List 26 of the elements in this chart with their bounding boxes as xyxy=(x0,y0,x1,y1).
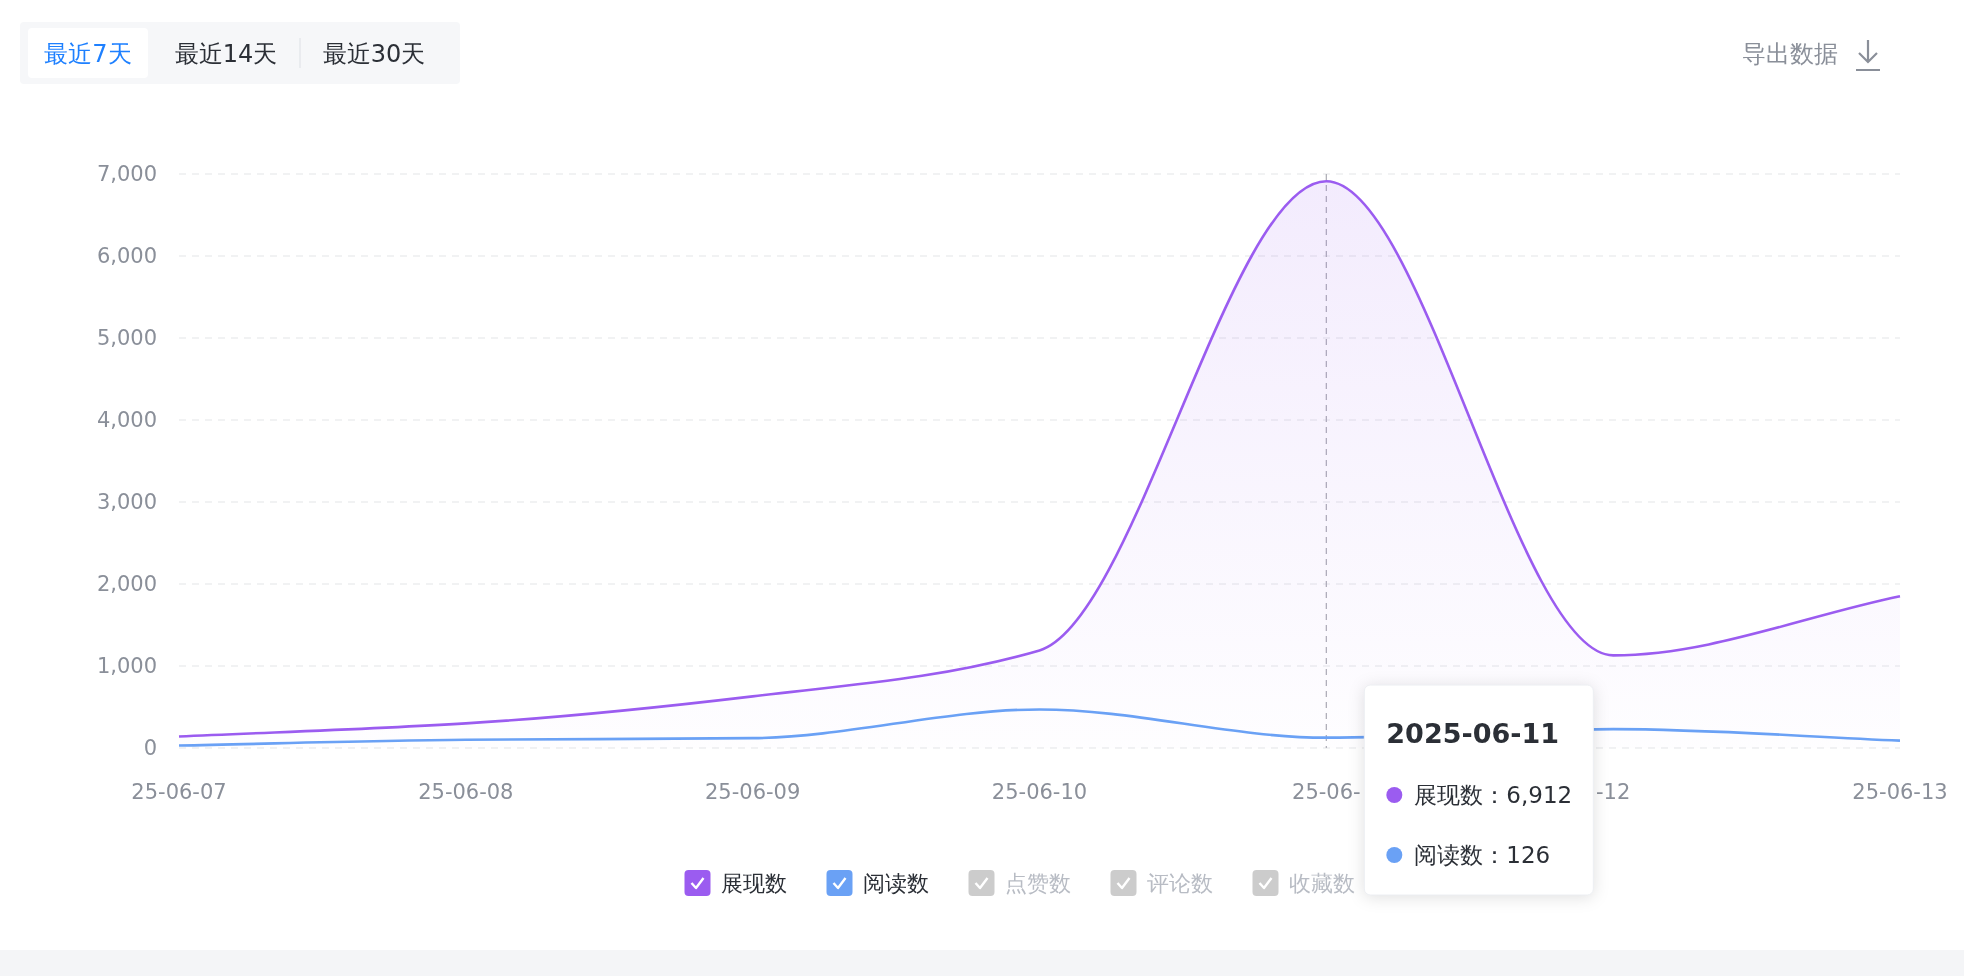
x-tick-label: 25-06-13 xyxy=(1852,780,1948,804)
y-tick-label: 1,000 xyxy=(96,654,157,678)
x-tick-label: 25-06-09 xyxy=(705,780,801,804)
text: 最近30天 xyxy=(322,40,426,68)
legend-label: 收藏数 xyxy=(1288,871,1355,896)
y-tick-label: 2,000 xyxy=(96,572,157,596)
x-tick-label: -12 xyxy=(1596,780,1631,804)
x-tick-label: 25-06-07 xyxy=(131,780,227,804)
text: 导出数据 xyxy=(1742,40,1838,68)
legend-label: 展现数 xyxy=(720,871,787,896)
x-tick-label: 25-06-08 xyxy=(418,780,514,804)
x-tick-label: 25-06- xyxy=(1292,780,1361,804)
text: 最近14天 xyxy=(174,40,278,68)
y-tick-label: 0 xyxy=(143,736,157,760)
legend-label: 评论数 xyxy=(1146,871,1213,896)
tooltip: 2025-06-11 展现数：6,912 阅读数：126 xyxy=(1363,684,1594,896)
y-tick-label: 4,000 xyxy=(96,408,157,432)
legend-label: 阅读数 xyxy=(862,871,929,896)
y-tick-label: 5,000 xyxy=(96,326,157,350)
text: 最近7天 xyxy=(44,40,132,68)
y-tick-label: 6,000 xyxy=(96,244,157,268)
x-tick-label: 25-06-10 xyxy=(991,780,1088,804)
annotation: 2025-06-11 xyxy=(1386,718,1560,749)
y-tick-label: 7,000 xyxy=(96,162,157,186)
legend-label: 点赞数 xyxy=(1004,871,1071,896)
y-tick-label: 3,000 xyxy=(96,490,157,514)
